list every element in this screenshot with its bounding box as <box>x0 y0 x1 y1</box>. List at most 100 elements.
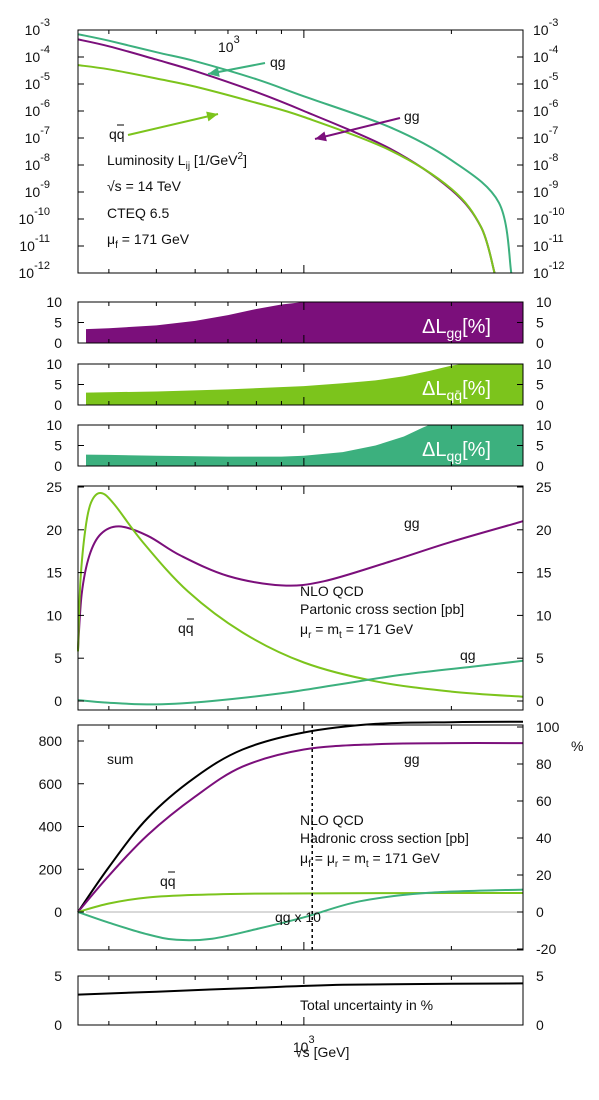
tick-exponent: -11 <box>35 233 50 245</box>
hadronic-annot-scale: μf = μr = mt = 171 GeV <box>300 850 441 870</box>
luminosity-y-tick-label-right: 10-9 <box>533 179 558 200</box>
tick-exponent: -3 <box>40 17 50 29</box>
luminosity-qg-line <box>78 33 513 273</box>
tick-exponent: -9 <box>40 179 50 191</box>
hadronic-qq-line <box>77 891 524 913</box>
delta_qg-y-tick-label-right: 5 <box>536 438 544 454</box>
hadronic-y-tick-label-right: 20 <box>536 867 552 883</box>
title-unit-end: ] <box>243 152 247 168</box>
tick-base: 10 <box>218 39 234 55</box>
mid: = μ <box>311 850 335 866</box>
title-unit: [1/GeV <box>190 152 238 168</box>
tick-base: 10 <box>19 211 35 227</box>
luminosity-title: Luminosity Lij [1/GeV2] <box>107 151 247 172</box>
tick-exponent: -6 <box>549 98 559 110</box>
luminosity-y-tick-label-right: 10-12 <box>533 260 564 281</box>
tick-base: 10 <box>533 265 549 281</box>
delta_gg-area <box>86 302 523 343</box>
luminosity-y-tick-label: 10-3 <box>25 17 50 38</box>
partonic-qg-label: qg <box>460 647 476 663</box>
luminosity-top-tick-label: 103 <box>218 34 240 55</box>
title-main: Luminosity L <box>107 152 186 168</box>
uncertainty-y-tick-label: 0 <box>54 1017 62 1033</box>
partonic-frame <box>77 485 524 711</box>
mu-sub: r <box>335 859 339 870</box>
title-sub: ij <box>186 161 190 172</box>
label-main: ΔL <box>422 439 446 461</box>
label-unit: [%] <box>462 316 491 338</box>
hadronic-y-tick-label: 0 <box>54 904 62 920</box>
tick-base: 10 <box>293 1039 309 1055</box>
delta_qg-y-tick-label-right: 0 <box>536 458 544 474</box>
delta_qq-area <box>86 364 523 405</box>
tick-exponent: -8 <box>40 152 50 164</box>
mu-sub: f <box>308 859 311 870</box>
delta_qg-label: ΔLqg[%] <box>422 439 491 464</box>
delta_gg-y-tick-label: 10 <box>46 294 62 310</box>
luminosity-qq-label: qq <box>109 126 125 142</box>
tick-base: 10 <box>19 238 35 254</box>
tick-base: 10 <box>533 22 549 38</box>
partonic-qg-line <box>77 659 524 706</box>
delta_gg-y-tick-label: 0 <box>54 335 62 351</box>
tick-exponent: -12 <box>34 260 50 272</box>
hadronic-gg-line <box>77 742 524 913</box>
luminosity-y-tick-label: 10-7 <box>25 125 50 146</box>
hadronic-y-tick-label: 600 <box>39 776 63 792</box>
partonic-annot-line2: Partonic cross section [pb] <box>300 601 464 617</box>
tick-base: 10 <box>533 184 549 200</box>
hadronic-y-tick-label: 200 <box>39 861 63 877</box>
luminosity-scale: μf = 171 GeV <box>107 231 190 251</box>
hadronic-y-tick-label-right: -20 <box>536 941 556 957</box>
tick-base: 10 <box>19 265 35 281</box>
luminosity-y-tick-label: 10-10 <box>19 206 50 227</box>
luminosity-y-tick-label: 10-5 <box>25 71 50 92</box>
hadronic-qg-label: qg x 10 <box>275 909 321 925</box>
luminosity-y-tick-label-right: 10-10 <box>533 206 564 227</box>
mu-val: = 171 GeV <box>118 231 190 247</box>
delta_qg-y-tick-label: 0 <box>54 458 62 474</box>
label-unit: [%] <box>462 378 491 400</box>
luminosity-y-tick-label: 10-9 <box>25 179 50 200</box>
partonic-qq-label: qq <box>178 620 194 636</box>
luminosity-pdf: CTEQ 6.5 <box>107 205 169 221</box>
uncertainty-label: Total uncertainty in % <box>300 997 433 1013</box>
mu: μ <box>300 850 308 866</box>
mu-sub: r <box>308 630 312 641</box>
partonic-y-tick-label-right: 0 <box>536 693 544 709</box>
tick-exponent: -3 <box>549 17 559 29</box>
delta_gg-label: ΔLgg[%] <box>422 316 491 341</box>
luminosity-y-tick-label: 10-12 <box>19 260 50 281</box>
tick-base: 10 <box>25 76 41 92</box>
qq-arrow-line <box>127 113 219 136</box>
luminosity-gg-label: gg <box>404 108 420 124</box>
hadronic-sum-label: sum <box>107 751 133 767</box>
mid: = m <box>311 621 339 637</box>
tick-base: 10 <box>533 130 549 146</box>
tick-base: 10 <box>25 49 41 65</box>
partonic-annot-scale: μr = mt = 171 GeV <box>300 621 414 641</box>
luminosity-y-tick-label: 10-11 <box>19 233 50 254</box>
hadronic-y-tick-label: 400 <box>39 819 63 835</box>
partonic-y-tick-label: 25 <box>46 479 62 495</box>
partonic-y-tick-label-right: 15 <box>536 565 552 581</box>
hadronic-y-tick-label-right: 80 <box>536 756 552 772</box>
tick-exponent: -9 <box>549 179 559 191</box>
tick-exponent: -8 <box>549 152 559 164</box>
delta_qq-y-tick-label: 10 <box>46 356 62 372</box>
delta_gg-y-tick-label-right: 10 <box>536 294 552 310</box>
hadronic-sum-line <box>77 720 524 913</box>
tick-base: 10 <box>533 49 549 65</box>
tick-base: 10 <box>533 238 549 254</box>
delta_qq-y-tick-label: 5 <box>54 377 62 393</box>
partonic-gg-label: gg <box>404 515 420 531</box>
uncertainty-line <box>77 982 524 996</box>
delta_gg-y-tick-label-right: 5 <box>536 315 544 331</box>
luminosity-y-tick-label-right: 10-7 <box>533 125 558 146</box>
mt-sub: t <box>339 630 342 641</box>
delta_qg-area <box>86 425 523 466</box>
x-axis-label: √s [GeV] <box>295 1044 349 1060</box>
tick-exponent: -4 <box>40 44 50 56</box>
tick-exponent: -12 <box>549 260 565 272</box>
